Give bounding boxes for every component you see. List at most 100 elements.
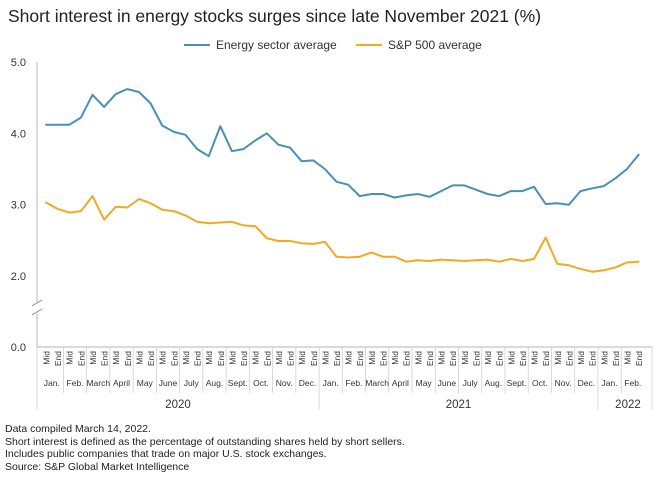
- x-tick-label: Mid: [297, 351, 307, 365]
- x-tick-label: End: [355, 351, 365, 366]
- month-label: Dec.: [299, 378, 316, 388]
- legend-label-sp500: S&P 500 average: [388, 38, 482, 52]
- chart-title: Short interest in energy stocks surges s…: [8, 6, 542, 26]
- x-tick-label: Mid: [134, 351, 144, 365]
- year-label: 2021: [446, 399, 472, 411]
- series-line-sp500: [45, 195, 640, 273]
- x-tick-label: Mid: [623, 351, 633, 365]
- month-label: Jan.: [323, 378, 339, 388]
- x-tick-label: Mid: [553, 351, 563, 365]
- x-tick-label: Mid: [274, 351, 284, 365]
- x-tick-label: Mid: [483, 351, 493, 365]
- month-label: Jan.: [602, 378, 618, 388]
- x-tick-label: Mid: [204, 351, 214, 365]
- x-tick-label: Mid: [111, 351, 121, 365]
- month-label: Nov.: [276, 378, 293, 388]
- chart-legend: Energy sector average S&P 500 average: [0, 38, 660, 54]
- x-tick-label: Mid: [460, 351, 470, 365]
- month-label: Aug.: [206, 378, 224, 388]
- x-tick-label: End: [518, 351, 528, 366]
- x-tick-label: Mid: [367, 351, 377, 365]
- x-tick-label: End: [193, 351, 203, 366]
- axis-break-mark: [31, 299, 43, 307]
- x-tick-label: End: [169, 351, 179, 366]
- x-tick-label: End: [262, 351, 272, 366]
- x-tick-label: Mid: [576, 351, 586, 365]
- footnote-scope: Includes public companies that trade on …: [5, 448, 327, 461]
- month-label: Jan.: [44, 378, 60, 388]
- x-tick-label: End: [588, 351, 598, 366]
- month-label: Feb.: [67, 378, 84, 388]
- x-tick-label: End: [448, 351, 458, 366]
- x-tick-label: Mid: [88, 351, 98, 365]
- axis-break-mark: [31, 308, 43, 316]
- month-label: May: [416, 378, 433, 388]
- month-label: Sept.: [507, 378, 527, 388]
- month-label: Sept.: [228, 378, 248, 388]
- x-tick-label: Mid: [530, 351, 540, 365]
- y-tick-label: 5.0: [11, 57, 26, 69]
- x-tick-label: End: [239, 351, 249, 366]
- x-tick-label: Mid: [390, 351, 400, 365]
- x-tick-label: End: [402, 351, 412, 366]
- month-label: July: [184, 378, 200, 388]
- y-tick-label: 2.0: [11, 271, 26, 283]
- x-tick-label: End: [541, 351, 551, 366]
- x-tick-label: End: [634, 351, 644, 366]
- year-label: 2022: [615, 399, 641, 411]
- x-tick-label: End: [332, 351, 342, 366]
- x-tick-label: Mid: [344, 351, 354, 365]
- x-tick-label: End: [495, 351, 505, 366]
- month-label: June: [159, 378, 178, 388]
- x-tick-label: Mid: [599, 351, 609, 365]
- x-tick-label: End: [53, 351, 63, 366]
- x-tick-label: Mid: [158, 351, 168, 365]
- legend-item-sp500: S&P 500 average: [356, 38, 482, 52]
- month-label: Dec.: [578, 378, 595, 388]
- y-tick-label: 3.0: [11, 200, 26, 212]
- footnotes: Data compiled March 14, 2022. Short inte…: [5, 423, 405, 473]
- footnote-definition: Short interest is defined as the percent…: [5, 435, 405, 448]
- x-tick-label: End: [378, 351, 388, 366]
- x-tick-label: Mid: [65, 351, 75, 365]
- x-tick-label: End: [611, 351, 621, 366]
- x-tick-label: End: [146, 351, 156, 366]
- month-label: Aug.: [485, 378, 503, 388]
- x-tick-label: End: [471, 351, 481, 366]
- x-tick-label: End: [100, 351, 110, 366]
- x-tick-label: End: [309, 351, 319, 366]
- x-tick-label: Mid: [181, 351, 191, 365]
- legend-item-energy: Energy sector average: [184, 38, 337, 52]
- month-label: Oct.: [253, 378, 269, 388]
- x-tick-label: Mid: [42, 351, 52, 365]
- month-label: Nov.: [555, 378, 572, 388]
- x-tick-label: End: [76, 351, 86, 366]
- legend-swatch-sp500: [356, 44, 382, 46]
- legend-label-energy: Energy sector average: [216, 38, 337, 52]
- x-tick-label: End: [216, 351, 226, 366]
- month-label: Oct.: [532, 378, 548, 388]
- footnote-source: Source: S&P Global Market Intelligence: [5, 460, 190, 473]
- month-label: April: [113, 378, 130, 388]
- x-tick-label: Mid: [320, 351, 330, 365]
- footnote-date: Data compiled March 14, 2022.: [5, 423, 151, 435]
- x-tick-label: Mid: [506, 351, 516, 365]
- x-tick-label: End: [425, 351, 435, 366]
- month-label: March: [86, 378, 110, 388]
- x-tick-label: Mid: [437, 351, 447, 365]
- month-label: Feb.: [624, 378, 641, 388]
- x-tick-label: Mid: [413, 351, 423, 365]
- month-label: March: [365, 378, 389, 388]
- y-tick-label: 4.0: [11, 128, 26, 140]
- x-tick-label: End: [564, 351, 574, 366]
- legend-swatch-energy: [184, 44, 210, 46]
- series-line-energy: [45, 88, 640, 206]
- year-label: 2020: [165, 399, 191, 411]
- month-label: April: [392, 378, 409, 388]
- month-label: Feb.: [345, 378, 362, 388]
- month-label: June: [438, 378, 457, 388]
- month-label: July: [463, 378, 479, 388]
- x-tick-label: End: [286, 351, 296, 366]
- month-label: May: [137, 378, 154, 388]
